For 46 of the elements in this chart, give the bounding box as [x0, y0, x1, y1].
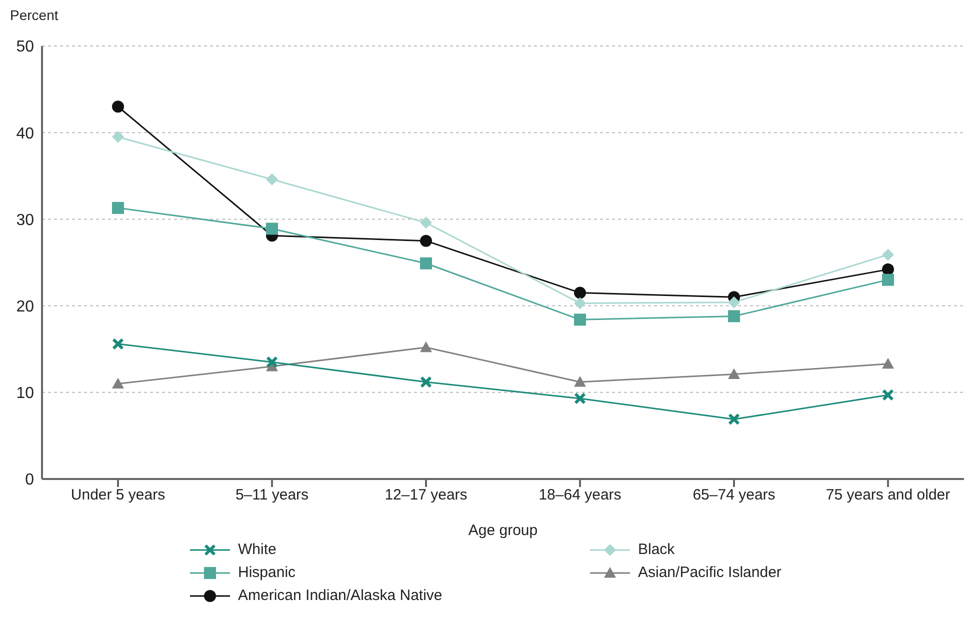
x-tick-label: 18–64 years — [538, 486, 622, 504]
y-tick-label: 0 — [25, 472, 34, 489]
point — [420, 376, 432, 388]
point — [574, 314, 586, 326]
point — [728, 310, 740, 322]
x-tick-label: 5–11 years — [235, 486, 309, 504]
y-tick-label: 10 — [16, 385, 34, 402]
point — [574, 297, 586, 310]
y-tick-label: 20 — [16, 298, 34, 316]
y-tick-label: 50 — [16, 38, 34, 56]
point — [420, 257, 432, 270]
point — [112, 100, 124, 113]
point — [574, 286, 586, 299]
x-tick-label: 12–17 years — [384, 486, 468, 504]
point — [420, 216, 432, 229]
legend-label: Asian/Pacific Islander — [638, 564, 782, 581]
legend-label: American Indian/Alaska Native — [238, 587, 442, 604]
point — [420, 341, 432, 352]
point — [420, 234, 432, 247]
point — [882, 389, 894, 401]
x-tick-label: Under 5 years — [70, 486, 166, 504]
y-tick-label: 30 — [16, 212, 34, 229]
point — [882, 248, 894, 261]
point — [266, 356, 278, 368]
x-tick-label: 65–74 years — [692, 486, 776, 504]
point — [112, 202, 124, 214]
point — [728, 368, 740, 380]
point — [728, 296, 740, 308]
y-axis-title: Percent — [10, 7, 58, 23]
x-axis-title: Age group — [468, 522, 538, 539]
point — [574, 392, 586, 404]
point — [882, 274, 894, 286]
legend-label: White — [238, 541, 276, 558]
legend-label: Black — [638, 541, 675, 558]
point — [266, 222, 278, 235]
point — [728, 413, 740, 426]
x-tick-label: 75 years and older — [826, 486, 950, 504]
point — [882, 263, 894, 276]
point — [112, 338, 124, 350]
point — [112, 130, 124, 143]
y-tick-label: 40 — [16, 125, 34, 142]
point — [112, 378, 124, 389]
point — [574, 376, 586, 387]
point — [882, 358, 894, 369]
point — [266, 173, 278, 186]
legend-label: Hispanic — [238, 564, 296, 581]
